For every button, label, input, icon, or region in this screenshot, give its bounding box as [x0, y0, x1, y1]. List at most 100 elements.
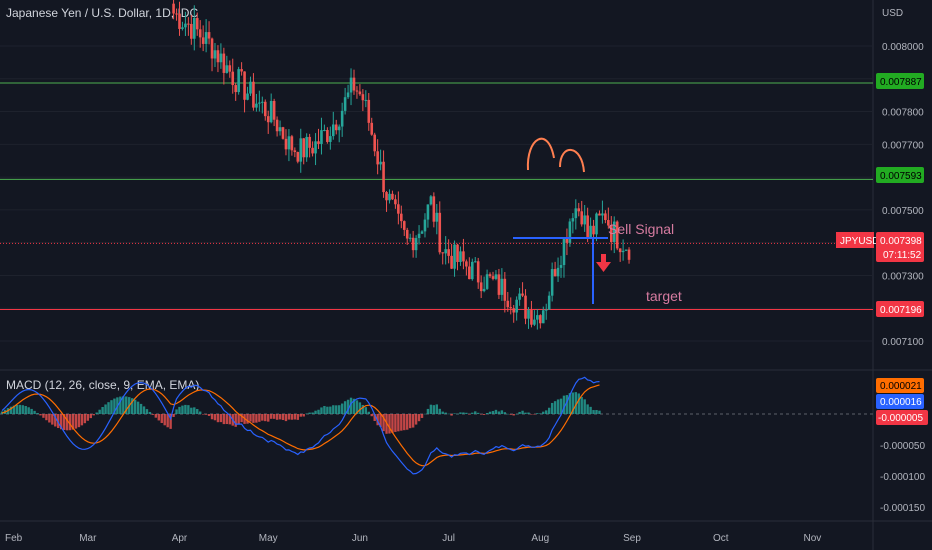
candle-body [470, 261, 474, 280]
candle-body [527, 310, 530, 319]
candle-body [234, 85, 237, 93]
macd-histogram-bar [142, 406, 146, 414]
macd-histogram-bar [394, 414, 397, 432]
price-tick-label: 0.007100 [882, 337, 924, 348]
macd-histogram-bar [252, 414, 255, 423]
time-tick-label: Jun [352, 533, 368, 544]
candle-body [320, 130, 323, 144]
svg-text:0.007887: 0.007887 [880, 77, 922, 88]
symbol-badge[interactable]: JPYUSD 0.007398 07:11:52 [836, 232, 924, 262]
macd-histogram-bar [281, 414, 285, 421]
macd-histogram-bar [290, 414, 294, 420]
macd-histogram-bar [509, 414, 512, 415]
macd-histogram-bar [54, 414, 57, 427]
macd-histogram-bar [71, 414, 75, 430]
time-tick-label: Aug [531, 533, 549, 544]
macd-histogram-bar [329, 406, 332, 414]
macd-histogram-bar [190, 407, 193, 414]
macd-histogram-bar [210, 414, 214, 420]
candle-body [326, 129, 329, 142]
macd-histogram-bar [530, 414, 533, 415]
macd-histogram-bar [545, 410, 548, 414]
candle-body [571, 218, 575, 222]
macd-lines [1, 376, 600, 475]
candle-body [414, 238, 418, 251]
candle-body [509, 307, 513, 309]
macd-histogram-bar [562, 395, 566, 414]
macd-histogram-bar [314, 410, 317, 414]
macd-histogram-bar [98, 409, 101, 414]
candle-body [385, 192, 388, 201]
macd-histogram-bar [367, 411, 370, 414]
macd-histogram-bar [332, 405, 335, 414]
macd-histogram-bar [104, 404, 107, 414]
macd-histogram-bar [110, 400, 113, 414]
candle-body [624, 249, 628, 251]
macd-histogram-bar [539, 413, 542, 414]
macd-histogram-bar [474, 411, 477, 414]
macd-histogram-bar [565, 395, 569, 414]
macd-histogram-bar [74, 414, 78, 429]
candle-body [358, 91, 362, 95]
candle-body [296, 152, 300, 162]
macd-histogram-bar [515, 413, 518, 415]
candle-body [263, 101, 267, 117]
macd-histogram-bar [524, 412, 527, 414]
candle-body [423, 219, 427, 232]
macd-histogram-bar [284, 414, 288, 422]
macd-histogram-bar [577, 393, 580, 414]
time-axis-ticks: Feb Mar Apr May Jun Jul Aug Sep Oct Nov [5, 533, 821, 544]
candle-body [228, 65, 232, 72]
macd-histogram-bar [59, 414, 63, 430]
candle-body [595, 213, 598, 235]
macd-histogram-bar [86, 414, 90, 421]
macd-histogram-bar [80, 414, 84, 426]
macd-histogram-bar [193, 407, 196, 414]
macd-histogram-bar [518, 411, 521, 414]
macd-histogram-bar [408, 414, 412, 429]
macd-histogram-bar [592, 410, 595, 414]
candle-body [192, 17, 196, 39]
candle-body [198, 29, 202, 38]
candle-body [337, 126, 341, 131]
macd-histogram-bar [45, 414, 48, 421]
macd-histogram-bar [556, 399, 560, 414]
candle-body [503, 278, 507, 301]
macd-histogram-bar [136, 401, 140, 414]
macd-histogram-bar [477, 412, 480, 414]
candle-body [621, 250, 625, 253]
macd-histogram-bar [198, 411, 202, 414]
macd-histogram-bar [598, 410, 601, 414]
macd-histogram-bar [249, 414, 252, 422]
candle-body [583, 215, 586, 225]
candle-body [618, 248, 622, 253]
svg-text:0.000021: 0.000021 [880, 381, 922, 392]
candle-body [278, 127, 282, 132]
candle-body [207, 32, 211, 39]
macd-histogram-bar [163, 414, 166, 426]
macd-histogram-bar [527, 412, 530, 414]
candle-body [394, 199, 397, 205]
macd-histogram-bar [83, 414, 87, 424]
macd-value-tag: 0.000016 [876, 394, 924, 409]
candle-body [367, 99, 371, 123]
candle-body [311, 147, 314, 154]
candle-body [559, 265, 563, 268]
time-tick-label: Jul [442, 533, 455, 544]
macd-histogram-bar [574, 392, 578, 414]
price-tick-label: 0.007500 [882, 206, 924, 217]
macd-histogram-bar [222, 414, 226, 425]
macd-histogram-bar [160, 414, 163, 423]
macd-histogram-bar [125, 396, 128, 414]
candle-body [592, 225, 595, 235]
macd-histogram-bar [482, 414, 486, 415]
candle-body [204, 32, 208, 44]
time-tick-label: Sep [623, 533, 641, 544]
price-tick-label: 0.007700 [882, 140, 924, 151]
macd-histogram-bar [255, 414, 258, 423]
candle-body [222, 53, 226, 73]
macd-histogram-bar [178, 406, 181, 414]
candle-body [331, 124, 335, 137]
candle-body [444, 249, 447, 254]
